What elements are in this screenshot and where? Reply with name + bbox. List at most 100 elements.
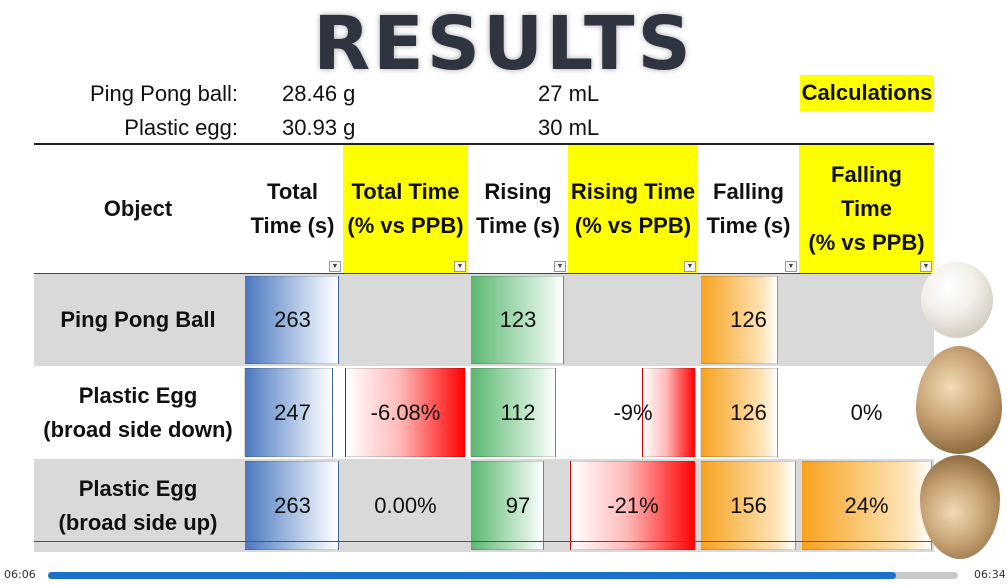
duration-time: 06:34 — [974, 568, 1006, 581]
total-time-cell[interactable]: 247 — [242, 366, 343, 459]
falling-time-value: 126 — [730, 399, 767, 425]
ping-pong-mass: 28.46 g — [282, 81, 356, 106]
rising-time-pct-value: -9% — [613, 399, 653, 425]
plastic-egg-volume: 30 mL — [538, 115, 600, 140]
total-time-value: 263 — [274, 306, 311, 332]
header-rising-time: Rising Time (s) ▼ — [468, 145, 568, 274]
rising-time-cell[interactable]: 112 — [468, 366, 568, 459]
table-bottom-border — [34, 541, 934, 542]
total-time-pct-cell[interactable]: 0.00% — [343, 459, 468, 552]
falling-time-pct-cell[interactable]: 24% — [799, 459, 934, 552]
object-cell[interactable]: Ping Pong Ball — [34, 273, 242, 366]
header-line: Falling — [713, 178, 784, 204]
ping-pong-ball-image — [921, 262, 993, 338]
rising-time-databar — [470, 275, 564, 364]
total-time-pct-cell[interactable] — [343, 273, 468, 366]
header-line: Rising Time — [570, 178, 696, 204]
header-line: Time (s) — [706, 212, 791, 238]
rising-time-value: 123 — [499, 306, 537, 332]
falling-time-value: 156 — [730, 492, 767, 518]
falling-time-pct-value: 24% — [844, 492, 889, 518]
total-time-databar — [244, 461, 339, 550]
total-time-cell[interactable]: 263 — [242, 459, 343, 552]
falling-time-cell[interactable]: 156 — [698, 459, 799, 552]
object-subtitle: (broad side down) — [43, 416, 233, 442]
header-line: Total Time — [351, 178, 460, 204]
header-row: Object Total Time (s) ▼ Total Time (% vs… — [34, 145, 934, 274]
falling-time-value: 126 — [730, 306, 767, 332]
header-total-time-pct: Total Time (% vs PPB) ▼ — [343, 145, 468, 274]
plastic-egg-up-image — [920, 455, 1000, 559]
falling-time-databar — [700, 368, 778, 457]
object-cell[interactable]: Plastic Egg (broad side up) — [34, 459, 242, 552]
video-player-bar: 06:06 06:34 — [0, 566, 1007, 585]
total-time-pct-value: 0.00% — [374, 492, 437, 518]
falling-time-cell[interactable]: 126 — [698, 366, 799, 459]
filter-dropdown-button[interactable]: ▼ — [329, 260, 341, 272]
header-line: Time — [841, 195, 892, 221]
rising-time-pct-cell[interactable]: -9% — [568, 366, 698, 459]
object-name: Plastic Egg — [78, 382, 198, 408]
header-line: Rising — [484, 178, 552, 204]
rising-time-databar — [470, 368, 556, 457]
header-line: Object — [103, 195, 173, 221]
total-time-pct-cell[interactable]: -6.08% — [343, 366, 468, 459]
seek-bar[interactable] — [48, 572, 958, 579]
rising-time-cell[interactable]: 97 — [468, 459, 568, 552]
total-time-databar — [244, 368, 333, 457]
header-rising-time-pct: Rising Time (% vs PPB) ▼ — [568, 145, 698, 274]
filter-dropdown-button[interactable]: ▼ — [920, 260, 932, 272]
filter-dropdown-button[interactable]: ▼ — [785, 260, 797, 272]
total-time-cell[interactable]: 263 — [242, 273, 343, 366]
filter-dropdown-button[interactable]: ▼ — [454, 260, 466, 272]
total-time-value: 247 — [274, 399, 311, 425]
header-object: Object — [34, 145, 242, 274]
table-row: Plastic Egg (broad side down) 247 -6.08%… — [34, 366, 934, 459]
plastic-egg-label: Plastic egg: — [124, 115, 238, 140]
total-time-databar — [244, 275, 339, 364]
rising-time-cell[interactable]: 123 — [468, 273, 568, 366]
rising-time-pct-databar — [642, 368, 696, 457]
plastic-egg-mass: 30.93 g — [282, 115, 356, 140]
total-time-pct-value: -6.08% — [370, 399, 441, 425]
falling-time-pct-databar — [801, 461, 932, 550]
header-line: Total — [267, 178, 318, 204]
falling-time-databar — [700, 275, 778, 364]
plastic-egg-down-image — [916, 346, 1002, 454]
rising-time-pct-cell[interactable]: -21% — [568, 459, 698, 552]
seek-progress[interactable] — [48, 572, 897, 579]
results-title: RESULTS — [313, 1, 694, 87]
object-cell[interactable]: Plastic Egg (broad side down) — [34, 366, 242, 459]
header-line: Time (s) — [476, 212, 560, 238]
falling-time-pct-cell[interactable] — [799, 273, 934, 366]
rising-time-value: 97 — [505, 492, 531, 518]
rising-time-value: 112 — [500, 399, 536, 425]
ping-pong-volume: 27 mL — [538, 81, 600, 106]
header-falling-time-pct: Falling Time (% vs PPB) ▼ — [799, 145, 934, 274]
rising-time-pct-cell[interactable] — [568, 273, 698, 366]
calculations-badge: Calculations — [800, 75, 934, 111]
falling-time-pct-cell[interactable]: 0% — [799, 366, 934, 459]
header-falling-time: Falling Time (s) ▼ — [698, 145, 799, 274]
table-top-border — [34, 143, 934, 145]
header-total-time: Total Time (s) ▼ — [242, 145, 343, 274]
header-line: Falling — [831, 161, 902, 187]
rising-time-pct-value: -21% — [607, 492, 659, 518]
falling-time-pct-value: 0% — [850, 399, 883, 425]
falling-time-cell[interactable]: 126 — [698, 273, 799, 366]
filter-dropdown-button[interactable]: ▼ — [684, 260, 696, 272]
header-line: (% vs PPB) — [574, 212, 692, 238]
object-subtitle: (broad side up) — [58, 509, 218, 535]
results-table: Object Total Time (s) ▼ Total Time (% vs… — [34, 145, 934, 552]
rising-time-pct-databar — [570, 461, 696, 550]
ping-pong-label: Ping Pong ball: — [90, 81, 238, 106]
header-line: (% vs PPB) — [347, 212, 464, 238]
object-name: Ping Pong Ball — [60, 306, 216, 332]
header-line: (% vs PPB) — [808, 229, 925, 255]
falling-time-databar — [700, 461, 796, 550]
filter-dropdown-button[interactable]: ▼ — [554, 260, 566, 272]
header-line: Time (s) — [250, 212, 335, 238]
elapsed-time: 06:06 — [4, 568, 36, 581]
rising-time-databar — [470, 461, 544, 550]
table-row: Ping Pong Ball 263 123 126 — [34, 273, 934, 366]
